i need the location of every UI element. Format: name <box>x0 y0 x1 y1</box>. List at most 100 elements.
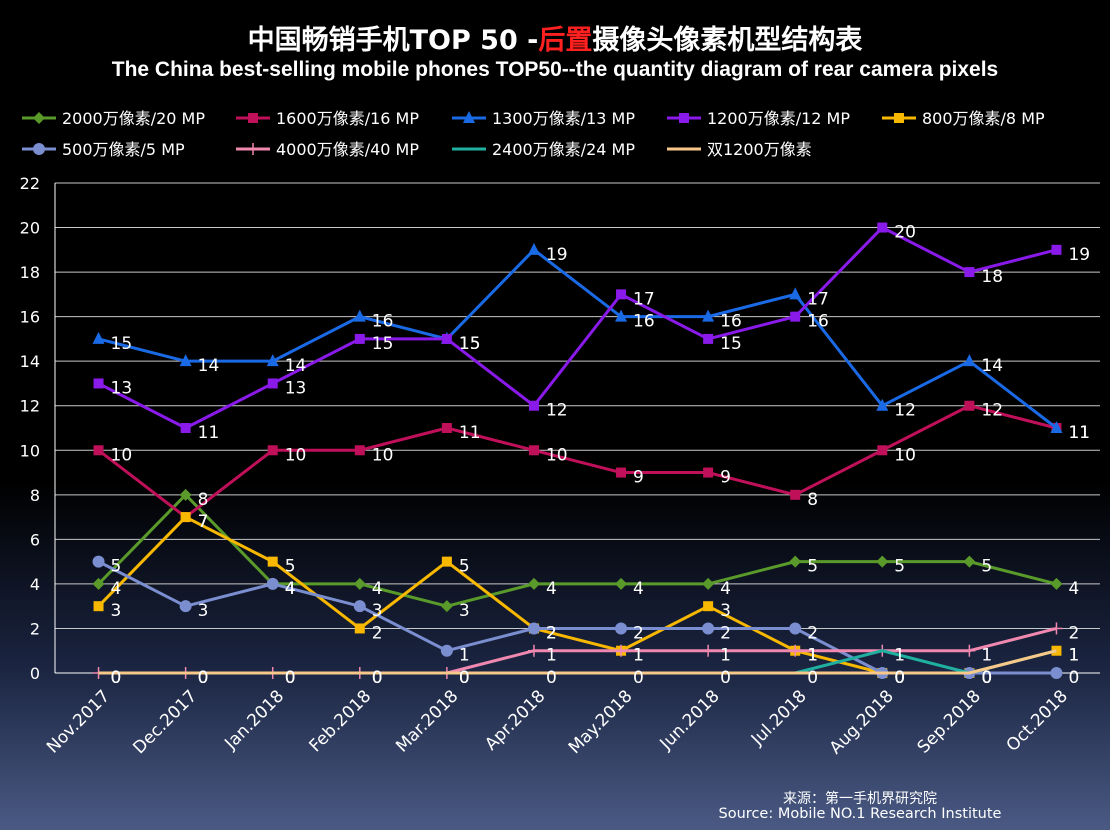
data-label: 1 <box>981 646 992 666</box>
x-tick-label: Jan.2018 <box>220 686 288 754</box>
series-1 <box>93 400 1062 523</box>
data-label: 0 <box>285 668 296 688</box>
data-point <box>267 445 278 456</box>
data-point <box>33 143 45 155</box>
y-tick-label: 8 <box>30 486 40 505</box>
y-tick-label: 16 <box>20 308 40 327</box>
data-point <box>615 644 628 657</box>
data-point <box>702 644 715 657</box>
y-tick-label: 6 <box>30 530 40 549</box>
data-label: 5 <box>894 557 905 577</box>
data-label: 2 <box>720 623 731 643</box>
legend-item: 800万像素/8 MP <box>882 109 1045 128</box>
data-label: 0 <box>981 668 992 688</box>
legend-item: 1200万像素/12 MP <box>667 109 850 128</box>
series-line <box>98 649 1057 675</box>
data-label: 11 <box>1068 423 1090 443</box>
data-point <box>789 644 802 657</box>
title-red: 后置 <box>538 25 593 56</box>
data-label: 0 <box>894 668 905 688</box>
data-label: 15 <box>459 334 481 354</box>
data-label: 5 <box>111 557 122 577</box>
data-label: 8 <box>807 490 818 510</box>
data-label: 13 <box>285 378 307 398</box>
data-label: 4 <box>633 579 644 599</box>
y-tick-label: 18 <box>20 263 40 282</box>
data-point <box>441 333 452 344</box>
data-label: 10 <box>111 445 133 465</box>
series-line <box>97 226 1057 430</box>
data-point <box>615 577 628 590</box>
data-point <box>179 354 192 367</box>
data-label: 5 <box>459 557 470 577</box>
x-tick-label: May.2018 <box>565 686 637 758</box>
data-label: 3 <box>372 601 383 621</box>
data-label: 1 <box>633 646 644 666</box>
title-part1: 中国畅销手机TOP 50 - <box>247 25 539 56</box>
legend-item: 500万像素/5 MP <box>22 140 185 159</box>
data-label: 0 <box>372 668 383 688</box>
data-label: 0 <box>198 668 209 688</box>
series-line <box>97 560 1057 675</box>
data-label: 2 <box>807 623 818 643</box>
data-label: 1 <box>1068 646 1079 666</box>
data-point <box>528 400 539 411</box>
series-7 <box>98 649 1057 675</box>
data-label: 4 <box>111 579 122 599</box>
data-label: 0 <box>1068 668 1079 688</box>
data-point <box>179 600 192 613</box>
data-label: 8 <box>198 490 209 510</box>
data-label: 10 <box>546 445 568 465</box>
chart-subtitle: The China best-selling mobile phones TOP… <box>111 58 999 81</box>
data-label: 1 <box>720 646 731 666</box>
data-label: 16 <box>372 312 394 332</box>
series-4 <box>93 512 1062 678</box>
data-point <box>354 623 365 634</box>
data-point <box>92 577 105 590</box>
data-point <box>440 600 453 613</box>
y-tick-label: 22 <box>20 174 40 193</box>
data-point <box>703 467 714 478</box>
data-point <box>964 400 975 411</box>
data-label: 18 <box>981 267 1003 287</box>
legend-item: 2000万像素/20 MP <box>22 109 205 128</box>
data-label: 2 <box>372 623 383 643</box>
data-label: 19 <box>546 245 568 265</box>
data-point <box>703 601 714 612</box>
data-label: 19 <box>1068 245 1090 265</box>
data-label: 14 <box>981 356 1003 376</box>
data-point <box>963 644 976 657</box>
data-label: 0 <box>198 668 209 688</box>
data-label: 0 <box>981 668 992 688</box>
data-label: 9 <box>720 468 731 488</box>
data-label: 15 <box>459 334 481 354</box>
data-label: 3 <box>111 601 122 621</box>
data-label: 4 <box>285 579 296 599</box>
series-line <box>98 248 1058 430</box>
series-line <box>98 649 1057 675</box>
data-point <box>1050 667 1063 679</box>
data-point <box>877 445 888 456</box>
data-label: 4 <box>285 579 296 599</box>
data-point <box>267 378 278 389</box>
x-tick-label: Nov.2017 <box>43 686 114 757</box>
series-line <box>97 404 1057 519</box>
data-point <box>93 445 104 456</box>
data-label: 7 <box>198 512 209 532</box>
data-point <box>440 644 453 657</box>
data-point <box>876 555 889 568</box>
data-label: 9 <box>633 468 644 488</box>
data-label: 11 <box>198 423 220 443</box>
y-tick-label: 10 <box>20 441 40 460</box>
legend-label: 2000万像素/20 MP <box>62 109 205 128</box>
data-point <box>790 489 801 500</box>
x-tick-label: Sep.2018 <box>914 686 985 757</box>
data-label: 3 <box>459 601 470 621</box>
data-label: 1 <box>807 646 818 666</box>
data-label: 13 <box>111 378 133 398</box>
data-label: 12 <box>981 401 1003 421</box>
legend-label: 1300万像素/13 MP <box>492 109 635 128</box>
y-tick-label: 0 <box>30 664 40 683</box>
data-label: 5 <box>807 557 818 577</box>
